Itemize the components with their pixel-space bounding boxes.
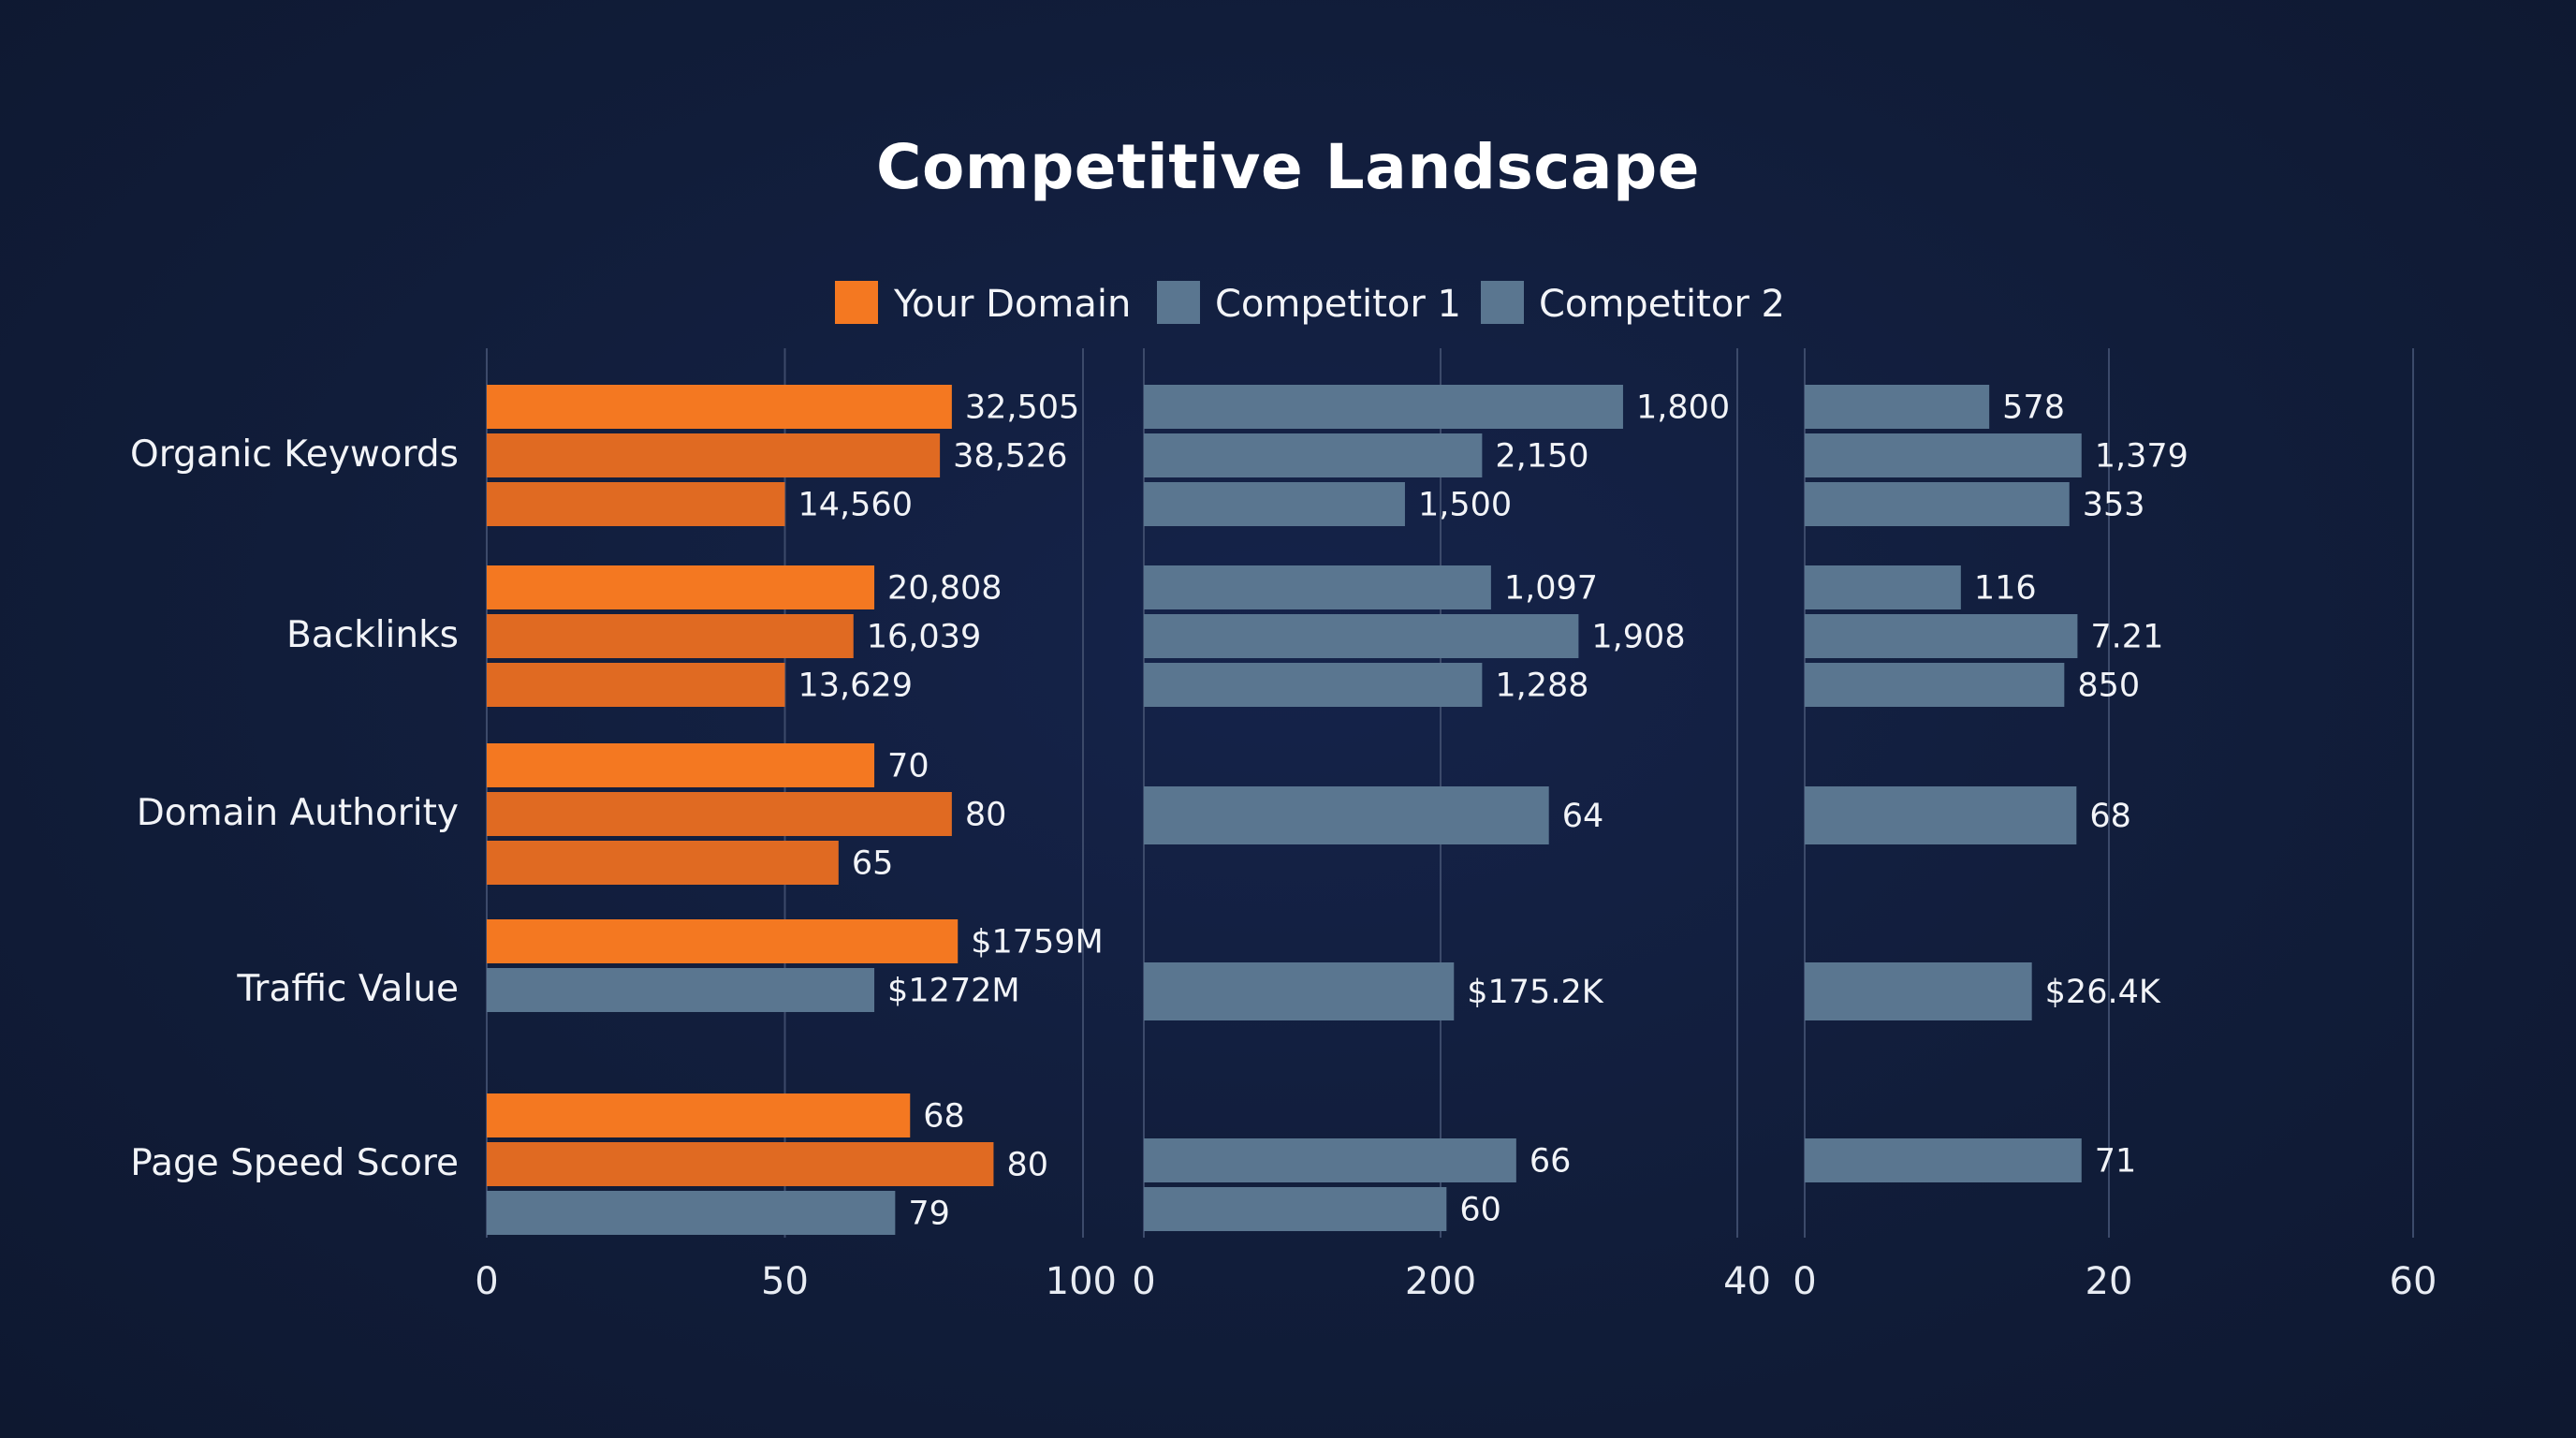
panel-3-data-label-4-0: 71 — [2095, 1143, 2137, 1181]
panel-2-bar-0-1 — [1144, 433, 1483, 477]
panel-3-bar-4-0 — [1805, 1138, 2082, 1182]
panel-2-bar-0-0 — [1144, 385, 1623, 429]
panel-1-bar-1-0 — [487, 565, 875, 609]
panel-1-bar-4-0 — [487, 1093, 911, 1137]
panel-3-bar-0-0 — [1805, 385, 1990, 429]
panel-1-data-label-4-1: 80 — [1006, 1147, 1048, 1184]
panel-1-data-label-2-2: 65 — [852, 845, 894, 883]
panel-1-bar-0-2 — [487, 482, 785, 526]
panel-1-tick-label-2: 100 — [1046, 1260, 1117, 1303]
panel-2-bar-0-2 — [1144, 482, 1405, 526]
category-label-traffic-value: Traffic Value — [236, 968, 459, 1010]
panel-2-bar-4-1 — [1144, 1187, 1447, 1231]
panel-2-bar-1-1 — [1144, 614, 1579, 658]
legend-label-competitor-1: Competitor 1 — [1215, 283, 1461, 326]
panel-1-data-label-3-1: $1272M — [887, 973, 1020, 1010]
panel-1-bar-1-1 — [487, 614, 854, 658]
panel-2-tick-label-0: 0 — [1132, 1260, 1155, 1303]
panel-1-data-label-0-0: 32,505 — [965, 389, 1079, 427]
panel-2-data-label-0-2: 1,500 — [1418, 487, 1512, 524]
panel-2-tick-label-2: 40 — [1723, 1260, 1771, 1303]
panel-3-bar-0-2 — [1805, 482, 2070, 526]
panel-1-data-label-2-1: 80 — [965, 797, 1007, 834]
panel-2-bar-1-0 — [1144, 565, 1491, 609]
panel-1-data-label-2-0: 70 — [887, 748, 929, 785]
panel-3-data-label-1-2: 850 — [2077, 668, 2140, 705]
panel-2-tick-label-1: 200 — [1405, 1260, 1476, 1303]
panel-3-data-label-1-1: 7.21 — [2090, 619, 2163, 656]
category-label-page-speed-score: Page Speed Score — [130, 1142, 459, 1184]
panel-3-bar-2-0 — [1805, 786, 2077, 844]
panel-1-data-label-1-0: 20,808 — [887, 570, 1002, 608]
legend-swatch-competitor-1 — [1157, 281, 1200, 324]
panel-2-data-label-0-1: 2,150 — [1495, 438, 1588, 476]
panel-2-data-label-1-1: 1,908 — [1591, 619, 1685, 656]
panel-1-bar-1-2 — [487, 663, 785, 707]
panel-2-data-label-2-0: 64 — [1562, 798, 1604, 835]
panel-3-bar-0-1 — [1805, 433, 2082, 477]
panel-2-bar-2-0 — [1144, 786, 1549, 844]
category-label-backlinks: Backlinks — [286, 614, 459, 656]
panel-1-data-label-4-0: 68 — [923, 1098, 965, 1136]
panel-1-bar-4-2 — [487, 1191, 896, 1235]
panel-1-bar-3-0 — [487, 919, 959, 963]
category-label-domain-authority: Domain Authority — [137, 792, 459, 834]
panel-1-bar-2-0 — [487, 743, 875, 787]
panel-3-tick-label-2: 60 — [2390, 1260, 2437, 1303]
panel-1-data-label-3-0: $1759M — [971, 924, 1104, 961]
chart-title: Competitive Landscape — [876, 131, 1700, 203]
panel-1-data-label-1-2: 13,629 — [798, 668, 913, 705]
panel-1-bar-0-1 — [487, 433, 941, 477]
legend-label-competitor-2: Competitor 2 — [1539, 283, 1785, 326]
panel-3-bar-1-2 — [1805, 663, 2065, 707]
panel-2-data-label-4-0: 66 — [1530, 1143, 1572, 1181]
panel-2-bar-3-0 — [1144, 962, 1455, 1020]
panel-1-bar-3-1 — [487, 968, 875, 1012]
panel-1-bar-0-0 — [487, 385, 952, 429]
legend-swatch-competitor-2 — [1481, 281, 1524, 324]
panel-1-bar-4-1 — [487, 1142, 994, 1186]
panel-1-bar-2-2 — [487, 841, 839, 885]
panel-3-bar-3-0 — [1805, 962, 2032, 1020]
panel-3-tick-label-1: 20 — [2086, 1260, 2133, 1303]
panel-3-bar-1-0 — [1805, 565, 1961, 609]
panel-2-data-label-1-0: 1,097 — [1504, 570, 1598, 608]
panel-3-data-label-3-0: $26.4K — [2045, 974, 2161, 1011]
category-label-organic-keywords: Organic Keywords — [130, 433, 459, 476]
panel-2-data-label-4-1: 60 — [1459, 1192, 1501, 1229]
panel-3-data-label-2-0: 68 — [2089, 798, 2131, 835]
panel-2-data-label-3-0: $175.2K — [1467, 974, 1603, 1011]
panel-2-data-label-1-2: 1,288 — [1495, 668, 1588, 705]
panel-2-bar-4-0 — [1144, 1138, 1516, 1182]
legend-swatch-your-domain — [835, 281, 878, 324]
panel-3-data-label-1-0: 116 — [1974, 570, 2037, 608]
panel-1-data-label-4-2: 79 — [908, 1196, 950, 1233]
panel-3-tick-label-0: 0 — [1793, 1260, 1816, 1303]
panel-2-bar-1-2 — [1144, 663, 1483, 707]
panel-3-bar-1-1 — [1805, 614, 2078, 658]
panel-3-data-label-0-1: 1,379 — [2095, 438, 2188, 476]
panel-1-tick-label-1: 50 — [761, 1260, 809, 1303]
panel-1-tick-label-0: 0 — [475, 1260, 498, 1303]
panel-2-data-label-0-0: 1,800 — [1636, 389, 1730, 427]
panel-1-data-label-0-2: 14,560 — [798, 487, 913, 524]
panel-3-data-label-0-2: 353 — [2083, 487, 2145, 524]
panel-1-bar-2-1 — [487, 792, 952, 836]
legend-label-your-domain: Your Domain — [893, 283, 1131, 326]
panel-3-data-label-0-0: 578 — [2002, 389, 2065, 427]
panel-1-data-label-1-1: 16,039 — [867, 619, 981, 656]
panel-1-data-label-0-1: 38,526 — [953, 438, 1067, 476]
